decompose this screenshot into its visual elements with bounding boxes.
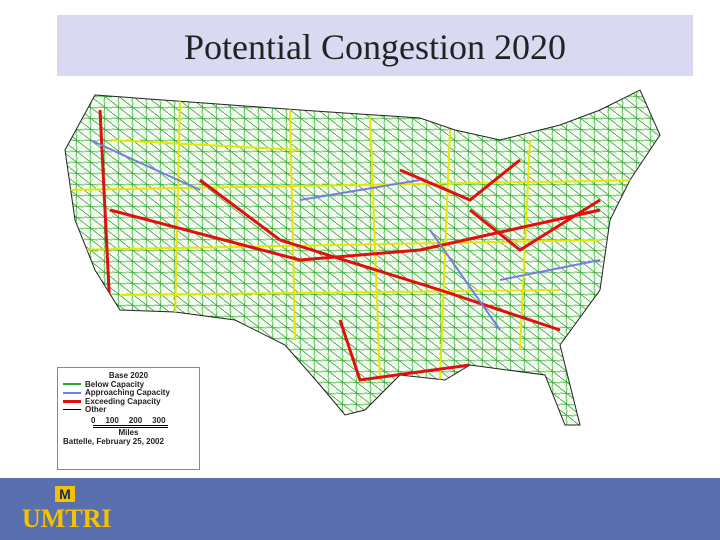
slide-title: Potential Congestion 2020 [57,15,693,76]
scale-label: 0 [91,416,96,425]
legend-label: Approaching Capacity [85,388,170,398]
legend-title: Base 2020 [108,371,149,380]
legend-item: Below Capacity [63,380,194,389]
logo-text: UMTRI [22,504,112,533]
legend-item: Approaching Capacity [63,388,194,398]
footer-band: M UMTRI [0,478,720,540]
legend-item: Exceeding Capacity [63,397,194,406]
legend-item: Other [63,405,194,415]
scale-unit: Miles [118,428,139,437]
legend-label: Other [85,405,107,415]
legend-label: Exceeding Capacity [85,396,161,406]
scale-label: 200 [128,416,143,425]
scale-bar: 0 100 200 300 [91,416,194,425]
map-legend: Base 2020 Below Capacity Approaching Cap… [57,367,200,470]
us-map [64,89,661,426]
scale-label: 300 [152,416,166,425]
scale-label: 100 [105,416,119,425]
logo-mark: M [55,486,75,502]
congestion-map [64,89,661,426]
legend-label: Below Capacity [85,379,145,389]
source-note: Battelle, February 25, 2002 [63,437,164,446]
